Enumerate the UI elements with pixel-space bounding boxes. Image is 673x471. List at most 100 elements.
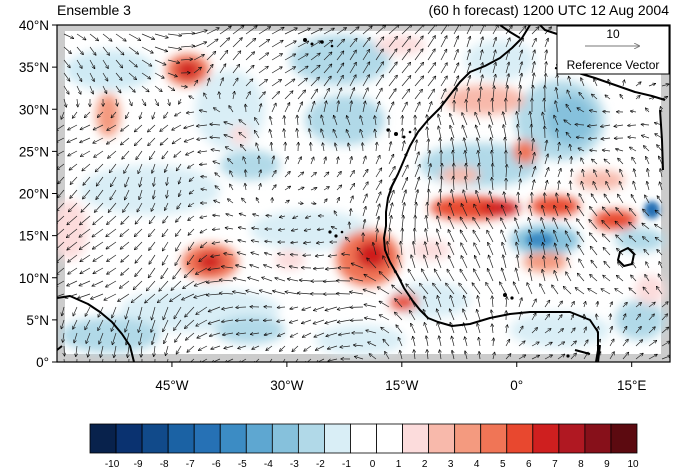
wind-vector	[558, 142, 560, 152]
wind-vector	[184, 267, 195, 278]
wind-vector	[475, 112, 481, 126]
wind-vector	[493, 338, 494, 347]
wind-vector	[323, 76, 331, 87]
wind-vector	[63, 332, 64, 343]
wind-vector	[531, 255, 532, 269]
wind-vector	[107, 150, 117, 159]
wind-vector	[337, 306, 351, 310]
wind-vector	[450, 125, 455, 139]
wind-vector	[516, 205, 520, 217]
wind-vector	[554, 230, 559, 243]
wind-vector	[276, 265, 286, 269]
wind-vector	[310, 187, 317, 190]
wind-vector	[576, 218, 585, 230]
colorbar-label: 5	[500, 459, 506, 470]
wind-vector	[251, 345, 260, 349]
lat-tick-label: 15°N	[19, 229, 49, 244]
wind-vector	[208, 319, 221, 324]
wind-vector	[656, 286, 663, 295]
wind-vector	[601, 289, 611, 295]
wind-vector	[451, 189, 455, 204]
wind-vector	[77, 293, 91, 298]
wind-vector	[647, 168, 649, 178]
wind-vector	[196, 125, 208, 126]
wind-vector	[551, 285, 559, 295]
wind-vector	[112, 332, 117, 345]
colorbar-label: 10	[627, 459, 639, 470]
wind-vector	[659, 261, 663, 269]
wind-vector	[622, 326, 627, 334]
colorbar-label: 8	[578, 459, 584, 470]
wind-vector	[219, 38, 230, 48]
wind-vector	[401, 25, 412, 35]
wind-vector	[309, 128, 311, 139]
wind-vector	[402, 115, 403, 126]
colorbar-swatch	[219, 423, 247, 454]
wind-vector	[531, 26, 539, 35]
wind-vector	[169, 293, 182, 302]
wind-vector	[565, 205, 572, 217]
wind-vector	[506, 296, 507, 308]
wind-vector	[519, 85, 521, 100]
wind-vector	[519, 151, 520, 165]
wind-vector	[76, 59, 82, 69]
wind-vector	[519, 179, 521, 191]
wind-vector	[322, 142, 324, 152]
wind-vector	[357, 247, 364, 256]
wind-vector	[661, 301, 668, 308]
wind-vector	[271, 142, 272, 152]
wind-vector	[219, 64, 226, 74]
wind-vector	[531, 166, 536, 178]
wind-vector	[584, 301, 586, 308]
wind-vector	[176, 163, 182, 171]
wind-vector	[427, 62, 436, 74]
wind-vector	[271, 170, 276, 178]
wind-vector	[106, 215, 117, 225]
wind-vector	[148, 241, 156, 251]
wind-vector	[163, 319, 169, 332]
wind-vector	[241, 198, 247, 204]
colorbar-swatch	[350, 423, 377, 454]
wind-vector	[556, 256, 559, 269]
wind-vector	[271, 79, 282, 87]
wind-vector	[297, 90, 306, 100]
wind-vector	[196, 319, 208, 327]
wind-vector	[479, 75, 483, 87]
wind-vector	[126, 332, 130, 345]
lat-tick-label: 10°N	[19, 271, 49, 286]
wind-vector	[644, 195, 650, 204]
wind-vector	[193, 53, 205, 61]
wind-vector	[232, 25, 244, 35]
wind-vector	[199, 164, 208, 165]
wind-vector	[529, 268, 533, 282]
wind-vector	[63, 33, 74, 39]
colorbar-swatch	[584, 423, 612, 454]
wind-vector	[284, 54, 296, 61]
wind-vector	[297, 40, 309, 48]
wind-vector	[67, 137, 78, 143]
wind-vector	[414, 189, 418, 204]
wind-vector	[120, 137, 130, 145]
wind-vector	[568, 193, 572, 204]
colorbar-swatch	[376, 423, 403, 454]
wind-vector	[151, 202, 156, 212]
wind-vector	[254, 117, 260, 126]
wind-vector	[333, 129, 338, 139]
wind-vector	[557, 168, 561, 178]
wind-vector	[408, 269, 416, 282]
wind-vector	[427, 202, 428, 217]
wind-vector	[238, 227, 247, 229]
wind-vector	[305, 216, 312, 218]
wind-vector	[518, 297, 522, 308]
wind-vector	[188, 202, 195, 207]
wind-vector	[500, 217, 507, 230]
wind-vector	[351, 263, 364, 269]
wind-vector	[277, 332, 286, 336]
lat-tick-label: 5°N	[26, 313, 49, 328]
wind-vector	[460, 230, 468, 243]
wind-vector	[440, 62, 447, 74]
wind-vector	[557, 328, 564, 334]
wind-vector	[232, 64, 240, 74]
wind-vector	[350, 100, 352, 113]
wind-vector	[197, 332, 208, 339]
